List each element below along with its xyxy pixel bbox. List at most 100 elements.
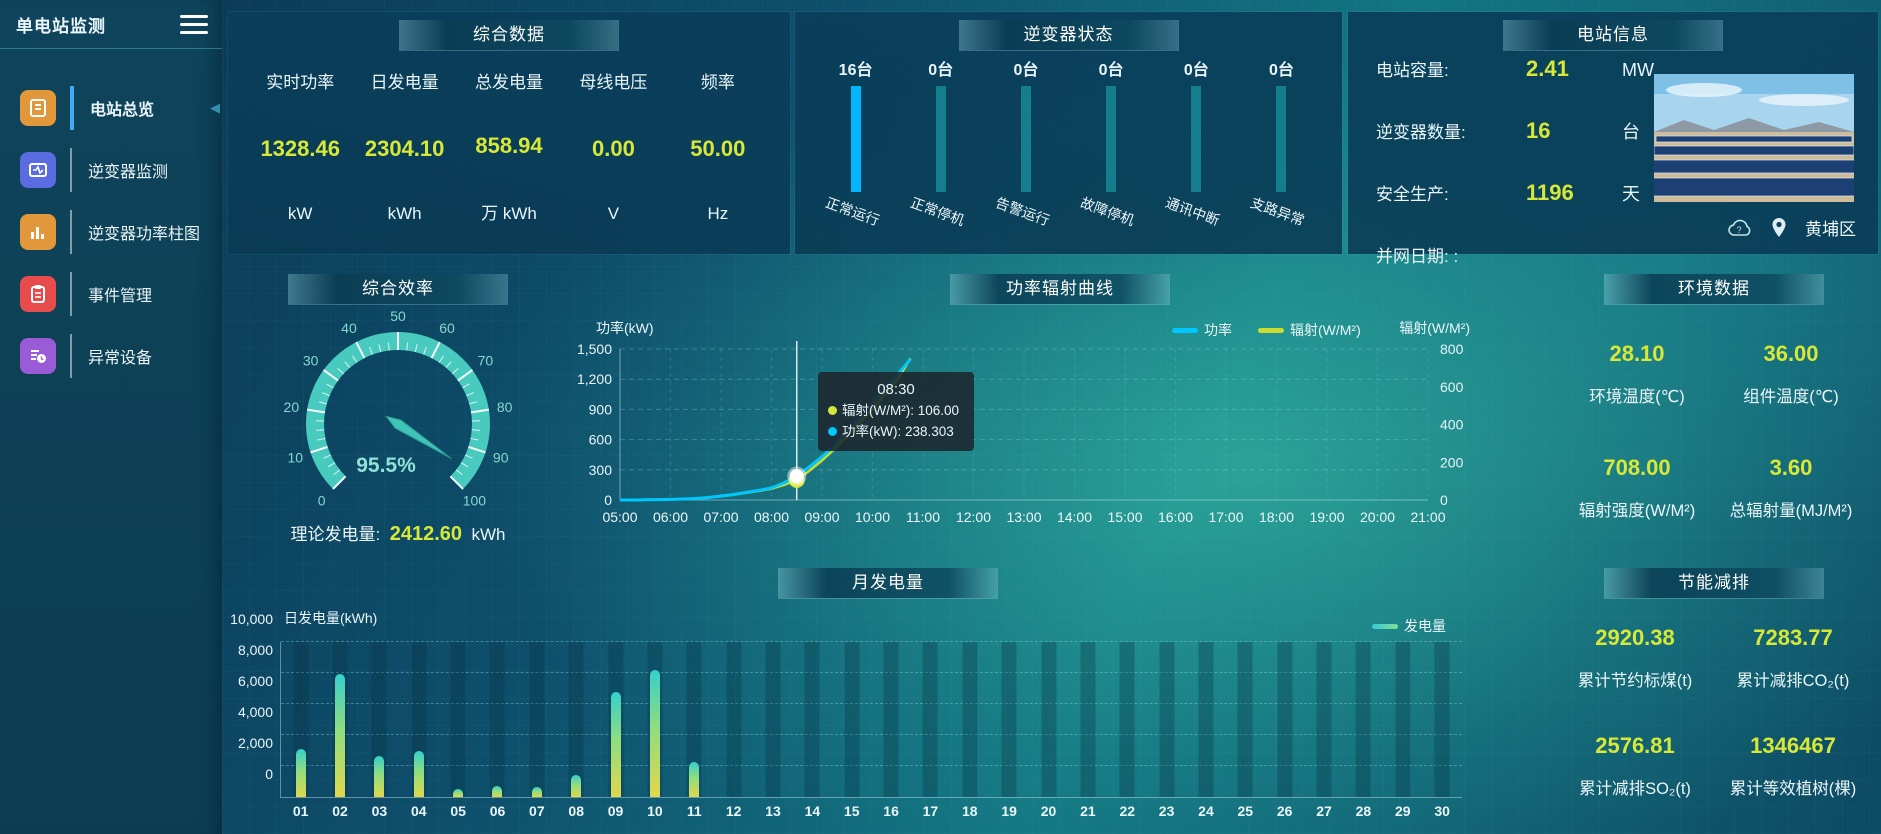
inverter-status-column[interactable]: 0台支路异常 bbox=[1239, 56, 1324, 248]
x-axis-label: 07 bbox=[529, 803, 545, 819]
inverter-status-columns: 16台 正常运行 0台 正常停机 0台 告警运行 0台 故障停机 0台 通讯中断 0台 支路异常 bbox=[813, 56, 1324, 248]
inverter-status-column[interactable]: 0台 正常停机 bbox=[898, 56, 983, 248]
generation-bar bbox=[610, 691, 621, 797]
generation-bar bbox=[413, 750, 424, 797]
x-axis-label: 24 bbox=[1198, 803, 1214, 819]
svg-text:06:00: 06:00 bbox=[653, 509, 688, 525]
bar-slot-day-13[interactable]: 13 bbox=[753, 642, 792, 819]
bar-slot-day-05[interactable]: 05 bbox=[438, 642, 477, 819]
monthly-bar-plot[interactable]: 0 2,000 4,000 6,000 8,000 10,000 01 02 03 04 05 06 0… bbox=[230, 611, 1462, 819]
bar-slot-day-26[interactable]: 26 bbox=[1265, 642, 1304, 819]
sidebar-item-abnormal-devices[interactable]: 异常设备 bbox=[0, 325, 222, 387]
x-axis-label: 01 bbox=[292, 803, 309, 819]
svg-text:0: 0 bbox=[318, 492, 326, 508]
safe-production-row: 安全生产: 1196 天 bbox=[1376, 180, 1640, 205]
menu-separator bbox=[70, 334, 72, 378]
bar-slot-day-09[interactable]: 09 bbox=[596, 642, 635, 819]
bar-slot-day-29[interactable]: 29 bbox=[1383, 642, 1422, 819]
bar-slot-day-11[interactable]: 11 bbox=[675, 642, 714, 819]
bar-slot-day-28[interactable]: 28 bbox=[1344, 642, 1383, 819]
inverter-status-column[interactable]: 0台 通讯中断 bbox=[1154, 56, 1239, 248]
legend-power[interactable]: 功率 bbox=[1172, 320, 1232, 340]
svg-text:300: 300 bbox=[589, 462, 613, 478]
svg-text:40: 40 bbox=[341, 320, 357, 336]
x-axis-label: 06 bbox=[489, 803, 506, 819]
x-axis-label: 05 bbox=[450, 803, 466, 819]
panel-efficiency: 综合效率 0 10 20 30 40 50 60 70 80 90 100 95.5% 理论发电量: … bbox=[228, 266, 568, 554]
bar-slot-day-07[interactable]: 07 bbox=[517, 642, 556, 819]
bar-chart-legend[interactable]: 发电量 bbox=[1372, 616, 1446, 636]
overview-doc-icon bbox=[20, 90, 56, 126]
bar-slot-day-03[interactable]: 03 bbox=[360, 642, 399, 819]
bar-slot-day-06[interactable]: 06 bbox=[478, 642, 517, 819]
status-label: 支路异常 bbox=[1248, 194, 1308, 229]
metric-total-radiation: 3.60 总辐射量(MJ/M²) bbox=[1729, 455, 1853, 521]
bar-slot-day-19[interactable]: 19 bbox=[989, 642, 1028, 819]
bar-slot-day-25[interactable]: 25 bbox=[1226, 642, 1265, 819]
svg-text:16:00: 16:00 bbox=[1158, 509, 1193, 525]
legend-radiation[interactable]: 辐射(W/M²) bbox=[1258, 320, 1361, 340]
bar-slot-day-21[interactable]: 21 bbox=[1068, 642, 1107, 819]
tooltip-row: 辐射(W/M²): 106.00 bbox=[828, 401, 964, 422]
inverter-status-column[interactable]: 16台 正常运行 bbox=[813, 56, 898, 248]
bar-slot-day-12[interactable]: 12 bbox=[714, 642, 753, 819]
bar-slot-day-02[interactable]: 02 bbox=[320, 642, 359, 819]
sidebar-item-inverter-monitor[interactable]: 逆变器监测 bbox=[0, 139, 222, 201]
bar-slot-day-15[interactable]: 15 bbox=[832, 642, 871, 819]
bar-slot-day-16[interactable]: 16 bbox=[871, 642, 910, 819]
bar-slot-day-08[interactable]: 08 bbox=[557, 642, 596, 819]
svg-text:?: ? bbox=[1736, 225, 1741, 235]
status-label: 正常停机 bbox=[908, 194, 967, 229]
panel-inverter-status: 逆变器状态 16台 正常运行 0台 正常停机 0台 告警运行 0台 故障停机 0台 通讯中断 0台支… bbox=[795, 12, 1342, 254]
generation-bar bbox=[295, 748, 306, 797]
svg-text:19:00: 19:00 bbox=[1309, 509, 1344, 525]
hamburger-menu-icon[interactable] bbox=[180, 10, 208, 39]
line-chart-legend: 功率 辐射(W/M²) bbox=[1172, 320, 1361, 340]
sidebar-item-inverter-power-bars[interactable]: 逆变器功率柱图 bbox=[0, 201, 222, 263]
tooltip-row: 功率(kW): 238.303 bbox=[828, 422, 964, 443]
summary-metrics: 实时功率 1328.46 kW 日发电量 2304.10 kWh 总发电量 85… bbox=[248, 60, 770, 238]
status-count: 16台 bbox=[838, 62, 873, 79]
x-axis-label: 15 bbox=[843, 803, 860, 819]
bar-slot-day-23[interactable]: 23 bbox=[1147, 642, 1186, 819]
bar-slot-day-30[interactable]: 30 bbox=[1422, 642, 1461, 819]
bar-slot-day-04[interactable]: 04 bbox=[399, 642, 438, 819]
bar-slot-day-18[interactable]: 18 bbox=[950, 642, 989, 819]
menu-separator bbox=[70, 272, 72, 316]
bar-slot-day-20[interactable]: 20 bbox=[1029, 642, 1068, 819]
metric-daily-energy: 日发电量 2304.10 kWh bbox=[364, 73, 445, 223]
metric-so2-reduced: 2576.81 累计减排SO₂(t) bbox=[1579, 732, 1691, 798]
x-axis-label: 17 bbox=[922, 803, 939, 819]
status-count: 0台 bbox=[1268, 62, 1294, 79]
bar-slot-day-27[interactable]: 27 bbox=[1304, 642, 1343, 819]
right-axis-name: 辐射(W/M²) bbox=[1399, 320, 1470, 336]
station-capacity-row: 电站容量: 2.41 MW bbox=[1376, 56, 1654, 81]
bar-slot-day-14[interactable]: 14 bbox=[793, 642, 832, 819]
bar-slot-day-22[interactable]: 22 bbox=[1108, 642, 1147, 819]
power-radiation-plot[interactable]: 0 300 600 900 1,200 1,500 0 200 400 600 800 05:00 06… bbox=[572, 266, 1548, 554]
svg-text:11:00: 11:00 bbox=[906, 509, 940, 525]
x-axis-label: 23 bbox=[1158, 803, 1175, 819]
generation-bar bbox=[335, 673, 346, 797]
x-axis-label: 13 bbox=[765, 803, 781, 819]
sidebar-item-event-management[interactable]: 事件管理 bbox=[0, 263, 222, 325]
svg-text:90: 90 bbox=[493, 449, 509, 465]
svg-text:20: 20 bbox=[284, 399, 300, 415]
bar-slot-day-24[interactable]: 24 bbox=[1186, 642, 1225, 819]
inverter-status-column[interactable]: 0台 故障停机 bbox=[1069, 56, 1154, 248]
inverter-status-column[interactable]: 0台 告警运行 bbox=[983, 56, 1068, 248]
bar-slot-day-01[interactable]: 01 bbox=[281, 642, 320, 819]
panel-station-info: 电站信息 电站容量: 2.41 MW 逆变器数量: 16 台 安全生产: 119… bbox=[1348, 12, 1878, 266]
panel-title: 电站信息 bbox=[1503, 20, 1723, 50]
inverter-count-row: 逆变器数量: 16 台 bbox=[1376, 118, 1640, 143]
event-clipboard-icon bbox=[20, 276, 56, 312]
x-axis-label: 21 bbox=[1080, 803, 1096, 819]
generation-bar bbox=[571, 775, 582, 797]
bar-slot-day-10[interactable]: 10 bbox=[635, 642, 674, 819]
status-label: 通讯中断 bbox=[1163, 194, 1222, 229]
bar-slot-day-17[interactable]: 17 bbox=[911, 642, 950, 819]
sidebar-item-station-overview[interactable]: 电站总览 ◀ bbox=[0, 77, 222, 139]
sidebar-item-label: 逆变器功率柱图 bbox=[88, 226, 201, 243]
metric-module-temp: 36.00 组件温度(℃) bbox=[1743, 340, 1839, 406]
location-pin-icon[interactable] bbox=[1771, 217, 1787, 239]
